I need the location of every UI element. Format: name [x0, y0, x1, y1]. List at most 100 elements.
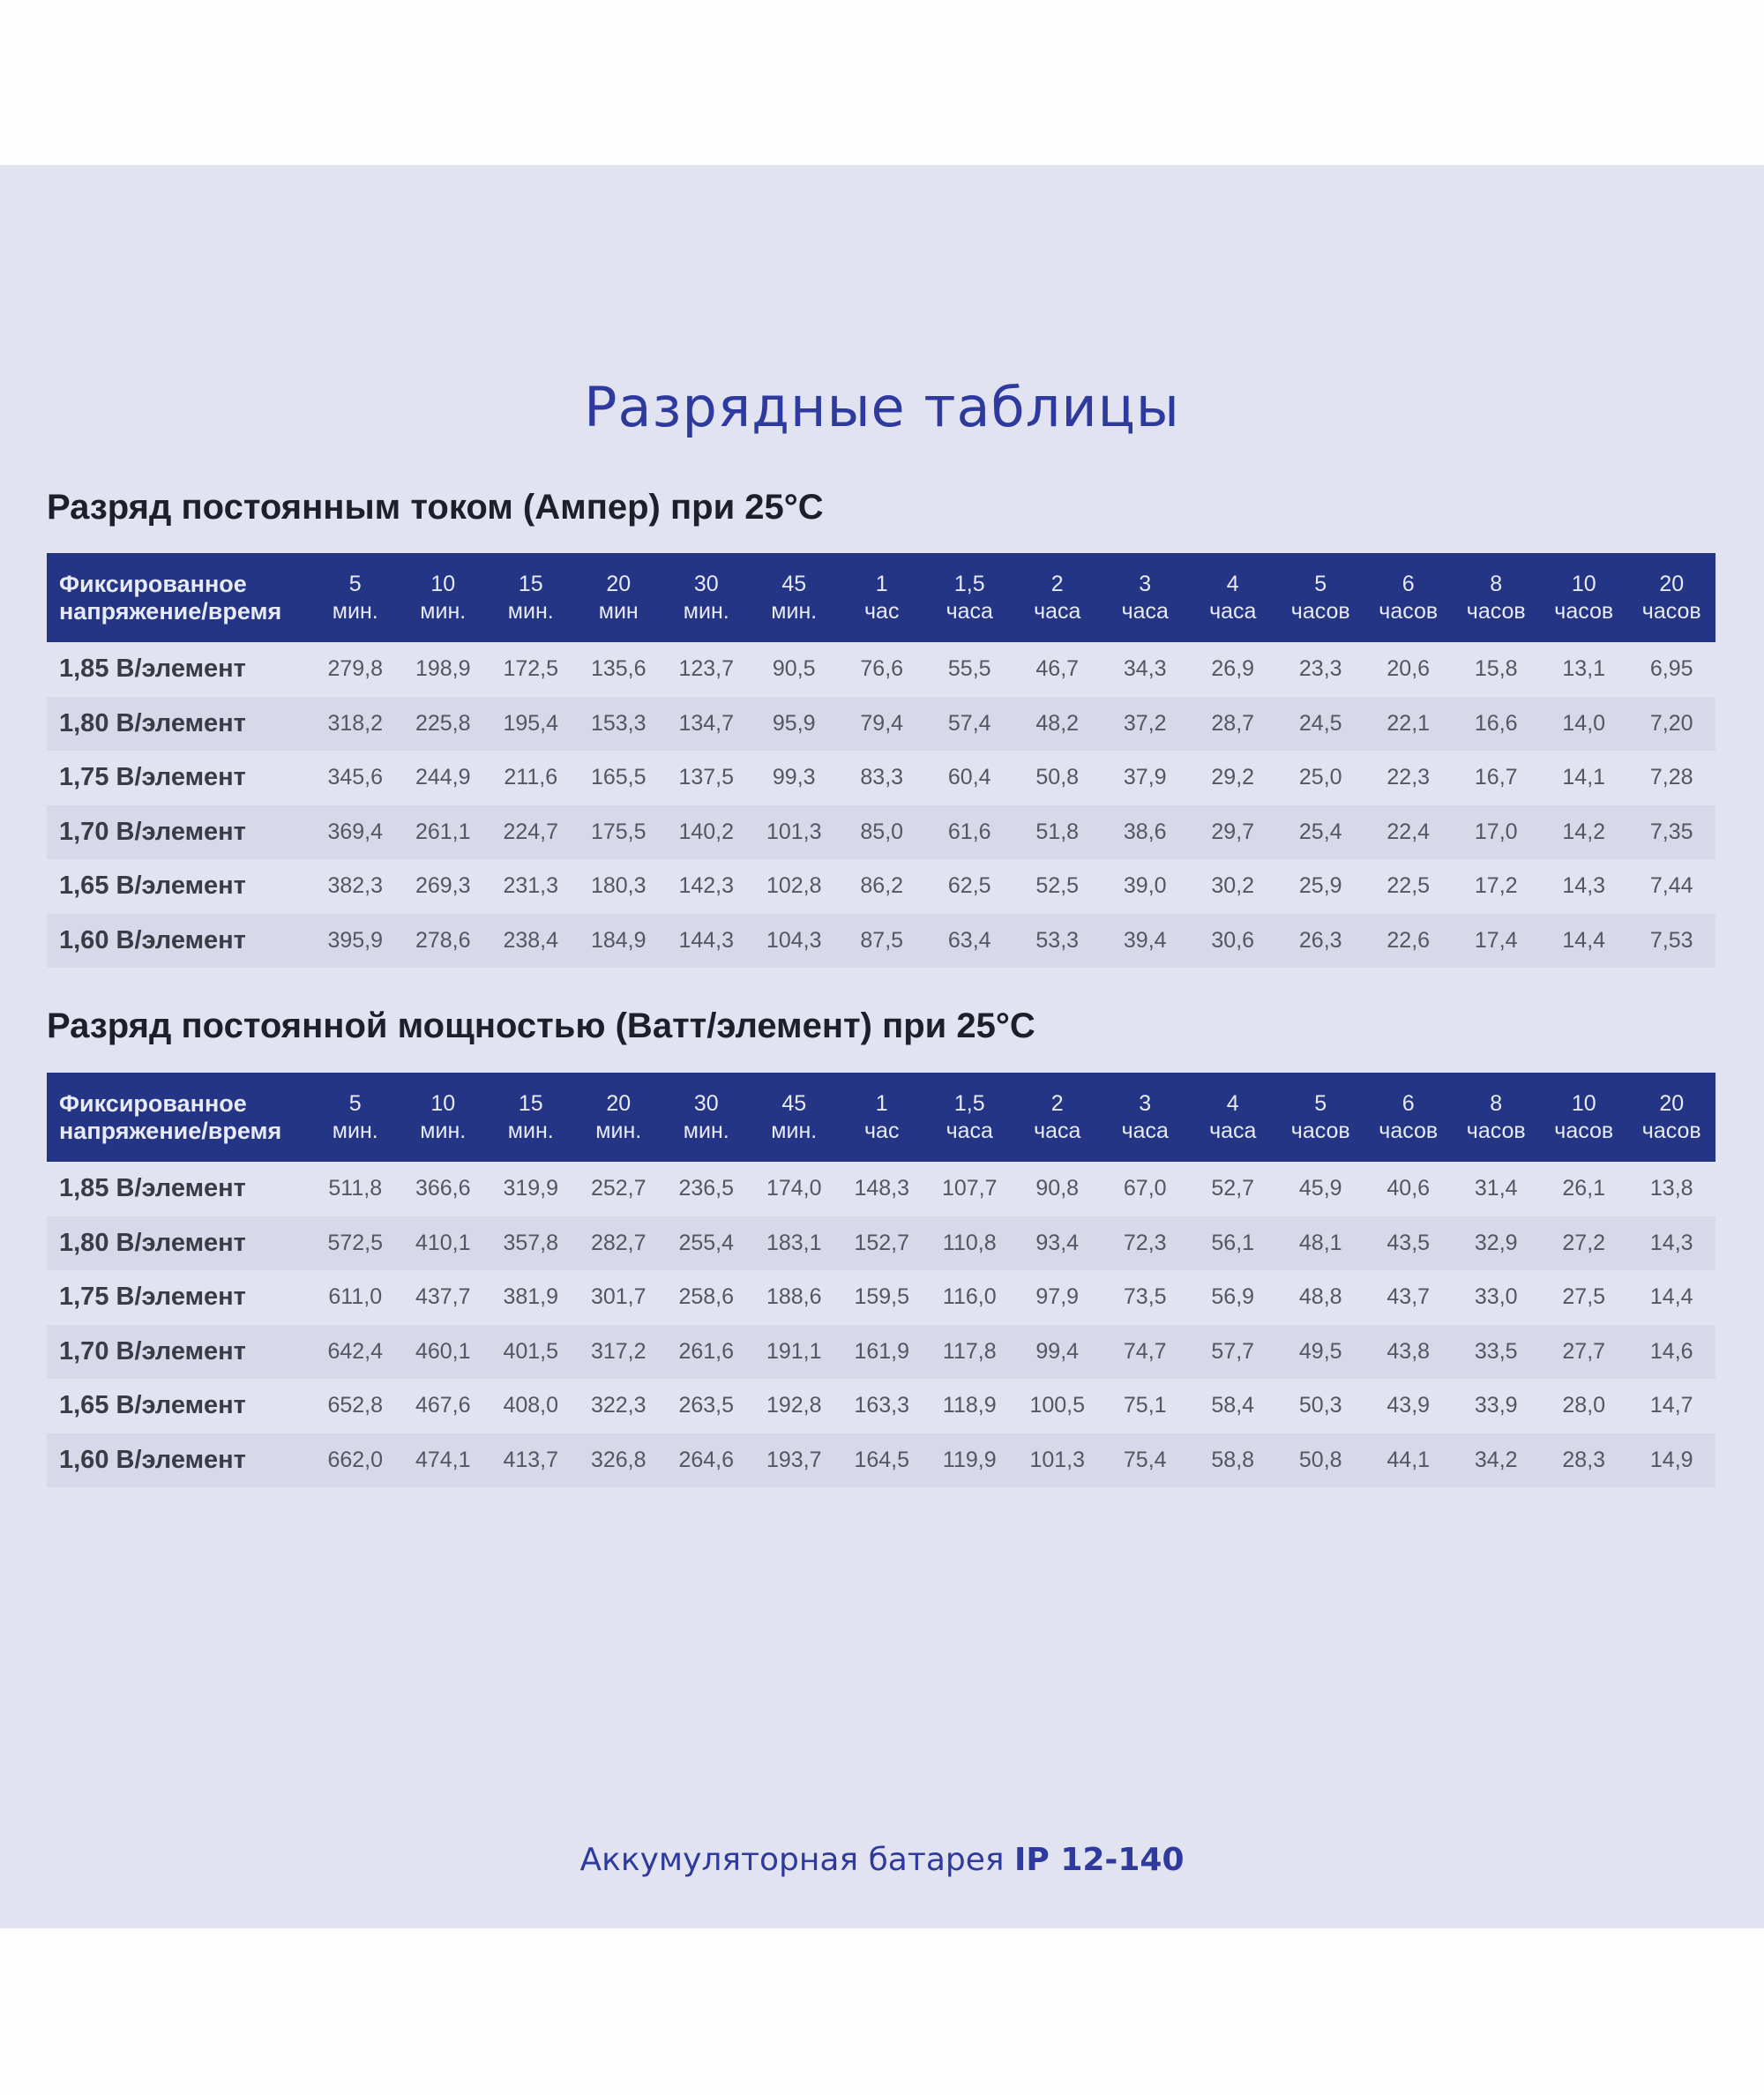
table-cell: 22,4: [1364, 804, 1453, 859]
column-header-duration: 30 мин.: [662, 553, 751, 642]
table-cell: 110,8: [925, 1216, 1013, 1270]
table-cell: 460,1: [399, 1324, 487, 1379]
table-row: 1,70 В/элемент 369,4 261,1 224,7 175,5 140,2 1…: [47, 804, 1715, 859]
table-row: 1,80 В/элемент 318,2 225,8 195,4 153,3 134,7 9…: [47, 696, 1715, 751]
table-cell: 25,4: [1276, 804, 1364, 859]
table-cell: 319,9: [503, 1176, 559, 1201]
table-cell: 74,7: [1101, 1324, 1189, 1379]
table-cell: 14,6: [1627, 1324, 1715, 1379]
table-cell: 152,7: [838, 1216, 926, 1270]
table-cell: 38,6: [1101, 804, 1189, 859]
table-cell: 33,9: [1474, 1393, 1518, 1418]
table-cell: 7,35: [1627, 804, 1715, 859]
table-cell: 183,1: [750, 1216, 838, 1270]
table-cell: 322,3: [590, 1393, 647, 1418]
column-header-duration: 4 часа: [1189, 1073, 1277, 1162]
table-cell: 261,1: [399, 804, 487, 859]
table-cell: 37,9: [1123, 765, 1167, 790]
column-header-duration: 6 часов: [1364, 553, 1453, 642]
table-cell: 33,0: [1474, 1284, 1518, 1310]
table-cell: 17,4: [1452, 913, 1540, 968]
table-cell: 27,7: [1540, 1324, 1628, 1379]
row-label: 1,80 В/элемент: [47, 1216, 311, 1270]
table-row: 1,75 В/элемент 611,0 437,7 381,9 301,7 258,6 1…: [47, 1270, 1715, 1325]
table-cell: 255,4: [662, 1216, 751, 1270]
table-cell: 408,0: [503, 1393, 559, 1418]
table-cell: 57,4: [925, 696, 1013, 751]
table-row: 1,70 В/элемент 642,4 460,1 401,5 317,2 261,6 1…: [47, 1324, 1715, 1379]
table-cell: 43,8: [1364, 1324, 1453, 1379]
table-cell: 140,2: [662, 804, 751, 859]
table-cell: 26,3: [1276, 913, 1364, 968]
table-cell: 34,2: [1452, 1433, 1540, 1487]
row-label: 1,65 В/элемент: [59, 1391, 246, 1420]
table-cell: 263,5: [678, 1393, 735, 1418]
table-cell: 123,7: [678, 656, 735, 682]
table-cell: 45,9: [1298, 1176, 1342, 1201]
table-cell: 326,8: [574, 1433, 662, 1487]
table-cell: 48,1: [1276, 1216, 1364, 1270]
column-header-duration: 1,5 часа: [925, 1073, 1013, 1162]
table-cell: 50,8: [1276, 1433, 1364, 1487]
table-cell: 63,4: [925, 913, 1013, 968]
row-label: 1,65 В/элемент: [59, 872, 246, 901]
column-header-duration: 8 часов: [1452, 1073, 1540, 1162]
table-cell: 366,6: [415, 1176, 471, 1201]
row-label: 1,75 В/элемент: [59, 1283, 246, 1312]
section-heading-power: Разряд постоянной мощностью (Ватт/элемен…: [47, 1006, 1035, 1045]
table-cell: 252,7: [590, 1176, 647, 1201]
column-header-duration: 10 мин.: [399, 1073, 487, 1162]
column-header-duration: 3 часа: [1101, 1073, 1189, 1162]
table-cell: 164,5: [838, 1433, 926, 1487]
table-cell: 28,7: [1189, 696, 1277, 751]
table-cell: 6,95: [1649, 656, 1693, 682]
column-header-duration: 8 часов: [1452, 553, 1540, 642]
table-cell: 52,5: [1035, 873, 1080, 899]
table-cell: 61,6: [925, 804, 1013, 859]
table-cell: 58,8: [1189, 1433, 1277, 1487]
table-row: 1,80 В/элемент 572,5 410,1 357,8 282,7 255,4 1…: [47, 1216, 1715, 1270]
table-cell: 67,0: [1123, 1176, 1167, 1201]
header-row: Фиксированное напряжение/время 5 мин. 10 мин.…: [47, 553, 1715, 642]
table-constant-power: Фиксированное напряжение/время 5 мин. 10 мин.…: [47, 1073, 1715, 1487]
table-cell: 22,1: [1364, 696, 1453, 751]
column-header-duration: 3 часа: [1101, 553, 1189, 642]
table-cell: 14,9: [1627, 1433, 1715, 1487]
table-cell: 48,2: [1013, 696, 1102, 751]
table-cell: 51,8: [1013, 804, 1102, 859]
table-cell: 32,9: [1452, 1216, 1540, 1270]
table-cell: 44,1: [1364, 1433, 1453, 1487]
table-cell: 62,5: [947, 873, 991, 899]
column-header-duration: 1 час: [838, 553, 926, 642]
table-cell: 26,9: [1211, 656, 1255, 682]
table-cell: 50,8: [1035, 765, 1080, 790]
table-cell: 188,6: [766, 1284, 822, 1310]
table-cell: 101,3: [1013, 1433, 1102, 1487]
table-cell: 642,4: [311, 1324, 400, 1379]
table-cell: 25,0: [1298, 765, 1342, 790]
table-cell: 99,3: [772, 765, 816, 790]
table-cell: 137,5: [678, 765, 735, 790]
table-cell: 195,4: [487, 696, 575, 751]
table-cell: 57,7: [1189, 1324, 1277, 1379]
table-cell: 56,9: [1211, 1284, 1255, 1310]
table-cell: 43,9: [1387, 1393, 1431, 1418]
table-cell: 7,28: [1649, 765, 1693, 790]
table-cell: 7,53: [1627, 913, 1715, 968]
table-cell: 7,20: [1627, 696, 1715, 751]
table-row: 1,85 В/элемент 279,8 198,9 172,5 135,6 123,7 9…: [47, 642, 1715, 697]
row-label: 1,70 В/элемент: [47, 1324, 311, 1379]
column-header-duration: 45 мин.: [750, 553, 838, 642]
table-cell: 55,5: [947, 656, 991, 682]
column-header-duration: 15 мин.: [487, 1073, 575, 1162]
table-cell: 20,6: [1387, 656, 1431, 682]
table-cell: 264,6: [662, 1433, 751, 1487]
table-cell: 511,8: [328, 1176, 383, 1201]
table-cell: 39,0: [1123, 873, 1167, 899]
column-header-duration: 5 мин.: [311, 553, 400, 642]
table-row: 1,65 В/элемент 382,3 269,3 231,3 180,3 142,3 1…: [47, 859, 1715, 914]
column-header-duration: 10 часов: [1540, 1073, 1628, 1162]
table-cell: 85,0: [838, 804, 926, 859]
table-cell: 611,0: [328, 1284, 383, 1310]
table-cell: 165,5: [590, 765, 647, 790]
